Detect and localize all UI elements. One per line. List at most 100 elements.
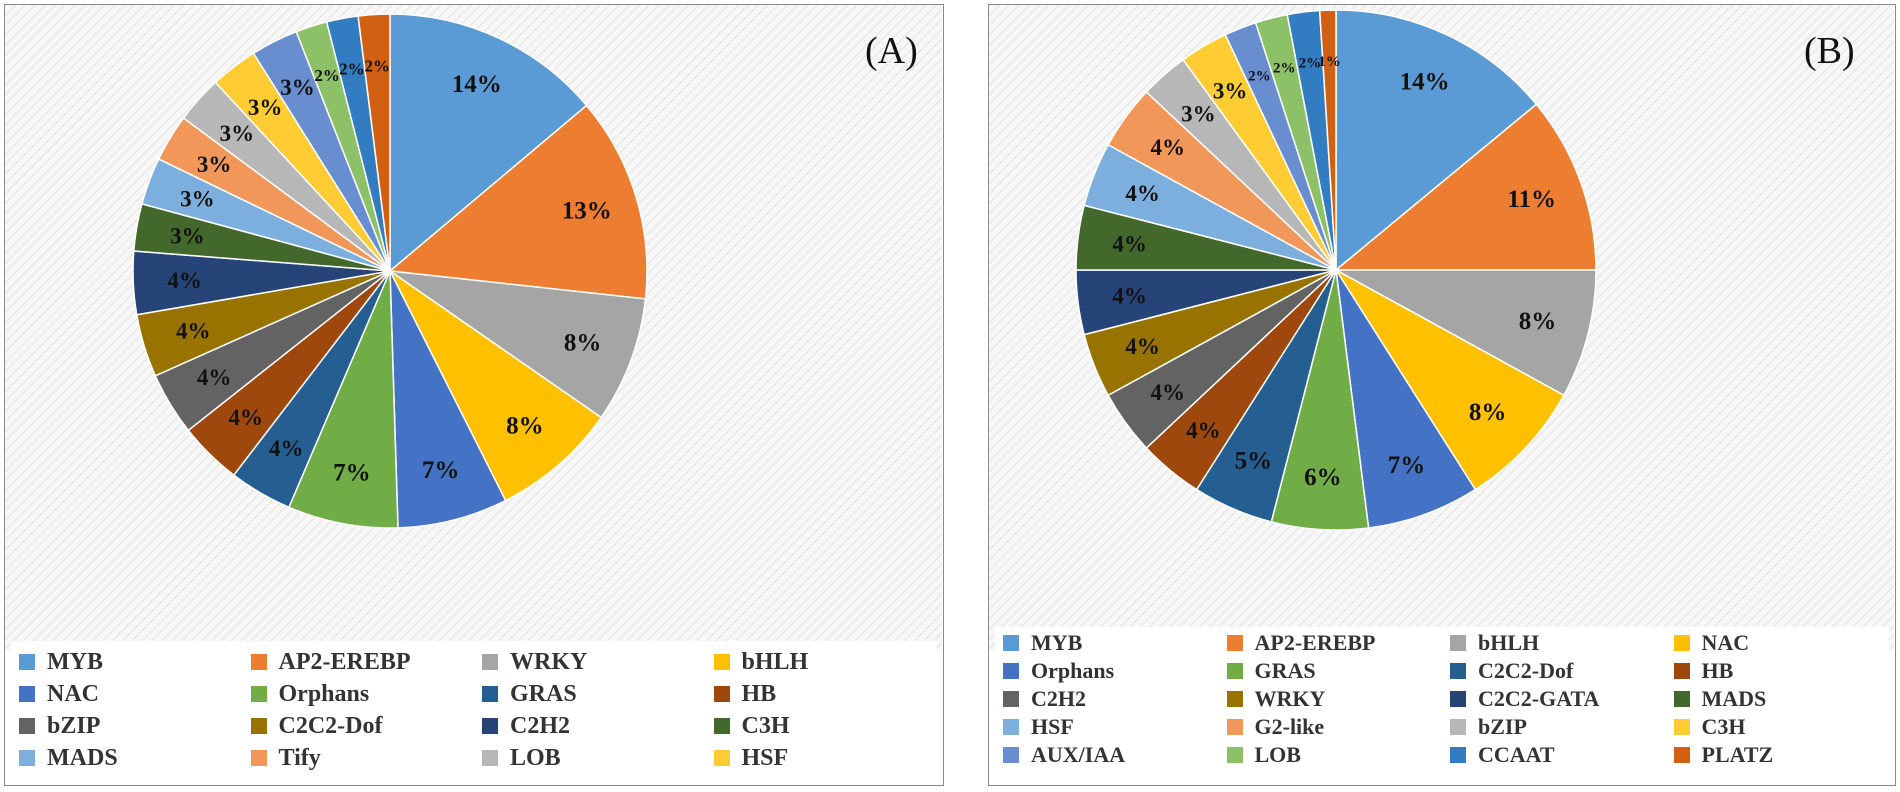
legend-label: MADS: [1701, 686, 1767, 711]
legend-label: C3H: [1701, 714, 1746, 739]
slice-label-gras: 6%: [1304, 464, 1342, 491]
pie-chart-a: 14%13%8%8%7%7%4%4%4%4%4%3%3%3%3%3%3% 2% 2%…: [5, 5, 942, 651]
legend-swatch: [250, 654, 267, 670]
legend-label: HSF: [741, 744, 789, 771]
legend-item-b-lob: LOB: [1219, 741, 1443, 769]
pie-slice-nac: [389, 270, 507, 529]
legend-item-a-mads: MADS: [11, 743, 243, 773]
slice-label-bhlh: 8%: [1519, 308, 1557, 335]
legend-item-a-ap2-erebp: AP2-EREBP: [243, 647, 475, 677]
legend-label: LOB: [1254, 742, 1301, 767]
slice-label-lob: 3%: [220, 121, 255, 146]
plot-area-b: 14% 11% 8% 8% 7% 6% 5% 4% 4% 4% 4% 4% 4% 4% 3% 3% 2% 2% 2%…: [989, 5, 1895, 651]
legend-swatch: [1450, 747, 1466, 763]
slice-label-lob: 2%: [1273, 61, 1296, 77]
legend-label: NAC: [1701, 630, 1750, 655]
legend-label: bZIP: [1478, 714, 1527, 739]
slice-label-c2c2-gata: 4%: [1112, 284, 1147, 309]
panel-label-a: (A): [865, 30, 918, 72]
legend-item-b-platz: PLATZ: [1666, 741, 1890, 769]
legend-swatch: [1226, 663, 1243, 679]
legend-item-a-hsf: HSF: [706, 743, 938, 773]
slice-label-bzip: 4%: [197, 365, 232, 390]
pie-slice-bhlh: [1335, 269, 1597, 397]
slice-label-mads: 4%: [1112, 231, 1147, 256]
legend-label: HB: [1701, 658, 1734, 683]
legend-label: AP2-EREBP: [278, 648, 411, 675]
legend-swatch: [713, 654, 730, 670]
legend-item-a-bhlh: bHLH: [706, 647, 938, 677]
legend-item-b-hb: HB: [1666, 657, 1890, 685]
legend-item-a-c2h2: C2H2: [474, 711, 706, 741]
legend-item-b-c3h: C3H: [1666, 713, 1890, 741]
slice-label-c2h2: 4%: [167, 268, 202, 293]
legend-swatch: [250, 750, 267, 766]
slice-label-c3h: 3%: [1213, 79, 1248, 104]
legend-label: MADS: [47, 744, 118, 771]
legend-swatch: [1673, 663, 1690, 679]
legend-item-a-wrky: WRKY: [474, 647, 706, 677]
legend-label: Orphans: [1031, 658, 1115, 683]
slice-label-nac: 7%: [422, 457, 460, 484]
slice-label-mads: 3%: [180, 187, 215, 212]
pie-slice-ap2-erebp: [1333, 103, 1597, 271]
legend-swatch: [1673, 691, 1690, 707]
pie-slice-orphans: [1335, 269, 1477, 529]
legend-label: Tify: [278, 744, 321, 771]
legend-item-b-c2c2-gata: C2C2-GATA: [1442, 685, 1666, 713]
legend-swatch: [1226, 691, 1243, 707]
legend-swatch: [482, 718, 498, 734]
legend-label: WRKY: [1254, 686, 1326, 711]
pie-slice-wrky: [389, 270, 647, 419]
slice-label-hsf: 4%: [1125, 181, 1160, 206]
legend-label: bHLH: [1478, 630, 1540, 655]
legend-label: G2-like: [1254, 714, 1325, 739]
legend-label: C2H2: [1031, 686, 1086, 711]
legend-item-a-c3h: C3H: [706, 711, 938, 741]
legend-item-b-mads: MADS: [1666, 685, 1890, 713]
legend-a: MYB AP2-EREBP WRKY bHLH NAC Orphans GRAS HB bZIP…: [11, 641, 937, 779]
legend-swatch: [1673, 635, 1690, 651]
legend-item-a-lob: LOB: [474, 743, 706, 773]
legend-item-a-orphans: Orphans: [243, 679, 475, 709]
legend-swatch: [1450, 719, 1466, 735]
pie-slice-myb: [1335, 9, 1538, 272]
slice-label-myb: 14%: [452, 71, 502, 98]
legend-label: MYB: [47, 648, 103, 675]
legend-swatch: [1003, 663, 1019, 679]
slice-label-myb: 14%: [1400, 68, 1450, 95]
legend-swatch: [1003, 691, 1019, 707]
legend-label: C2H2: [510, 712, 570, 739]
legend-item-a-c2c2-dof: C2C2-Dof: [243, 711, 475, 741]
pie-chart-b: 14%11%8%8%7%6%5%4%4%4%4%4%4%4%3%3%2%2% 2%…: [989, 5, 1894, 651]
legend-swatch: [19, 718, 35, 734]
legend-item-b-nac: NAC: [1666, 629, 1890, 657]
pie-slice-nac: [1335, 269, 1565, 491]
slice-label-bzip: 3%: [1181, 102, 1216, 127]
slice-label-hb: 4%: [1186, 418, 1221, 443]
legend-swatch: [713, 686, 730, 702]
legend-label: C3H: [741, 712, 790, 739]
legend-swatch: [1450, 691, 1466, 707]
legend-swatch: [1673, 719, 1690, 735]
legend-label: C2C2-Dof: [1478, 658, 1574, 683]
slice-label-c2h2: 4%: [1150, 380, 1185, 405]
pie-slice-ap2-erebp: [388, 104, 648, 300]
slice-label-wrky: 4%: [1125, 334, 1160, 359]
pie-slice-orphans: [287, 270, 399, 529]
legend-label: GRAS: [1254, 658, 1316, 683]
legend-label: AUX/IAA: [1031, 742, 1126, 767]
legend-label: GRAS: [510, 680, 577, 707]
slice-label-c2c2-gata: 2%: [339, 60, 365, 79]
slice-label-nac: 8%: [1469, 399, 1507, 426]
legend-item-b-ccaat: CCAAT: [1442, 741, 1666, 769]
slice-label-c3h: 3%: [170, 224, 205, 249]
legend-item-b-myb: MYB: [995, 629, 1219, 657]
legend-swatch: [250, 686, 267, 702]
legend-item-b-bhlh: bHLH: [1442, 629, 1666, 657]
legend-item-b-ap2-erebp: AP2-EREBP: [1219, 629, 1443, 657]
legend-swatch: [19, 686, 35, 702]
legend-swatch: [250, 718, 267, 734]
legend-item-b-aux-iaa: AUX/IAA: [995, 741, 1219, 769]
legend-label: NAC: [47, 680, 99, 707]
